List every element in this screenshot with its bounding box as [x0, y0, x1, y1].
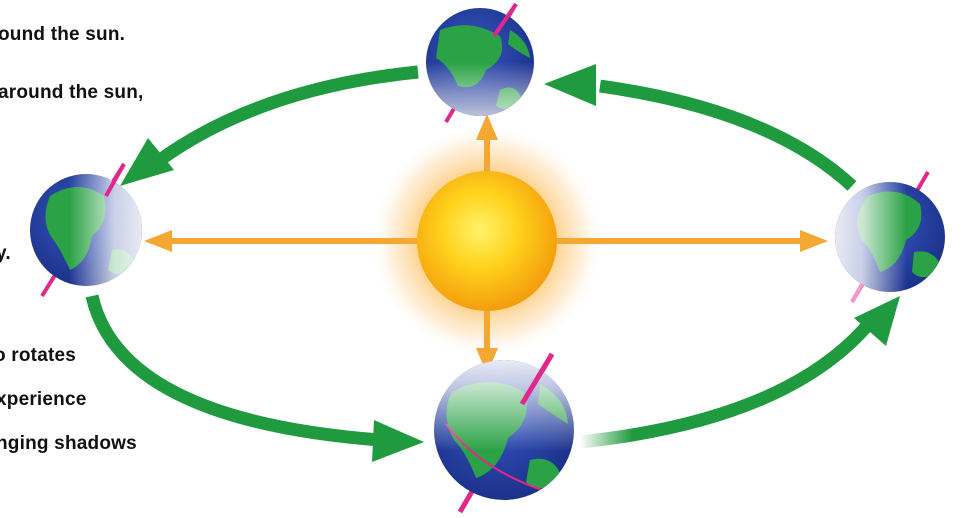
ray-arrowhead-right — [800, 230, 828, 252]
orbit-arrowhead-bottom-left — [372, 420, 424, 462]
ray-arrowhead-left — [144, 230, 172, 252]
ray-arrowhead-down — [476, 348, 498, 374]
orbit-arrow-top-left — [156, 65, 419, 166]
sun-icon — [417, 171, 557, 311]
orbit-arrowhead-top-left — [120, 138, 174, 186]
earth-globe-icon — [426, 2, 534, 124]
caption-line-5: xperience — [0, 389, 87, 410]
caption-line-1: ound the sun. — [0, 24, 126, 45]
orbit-arrow-bottom-left — [85, 294, 381, 447]
caption-line-6: nging shadows — [0, 433, 137, 454]
caption-line-3: y. — [0, 243, 11, 264]
orbit-arrows — [85, 64, 900, 462]
ray-arrowhead-up — [476, 114, 498, 140]
earth-globe-icon — [434, 352, 574, 514]
orbit-arrowhead-bottom-right — [854, 296, 900, 346]
orbit-arrowhead-top-right — [544, 64, 596, 106]
orbit-arrow-bottom-right — [579, 315, 878, 449]
earth-globe-icon — [30, 162, 142, 298]
orbit-arrow-top-right — [599, 79, 857, 191]
earth-globe-icon — [835, 170, 945, 304]
caption-line-4: o rotates — [0, 345, 77, 366]
sun-rays — [144, 114, 828, 374]
caption-line-2: around the sun, — [0, 82, 144, 103]
